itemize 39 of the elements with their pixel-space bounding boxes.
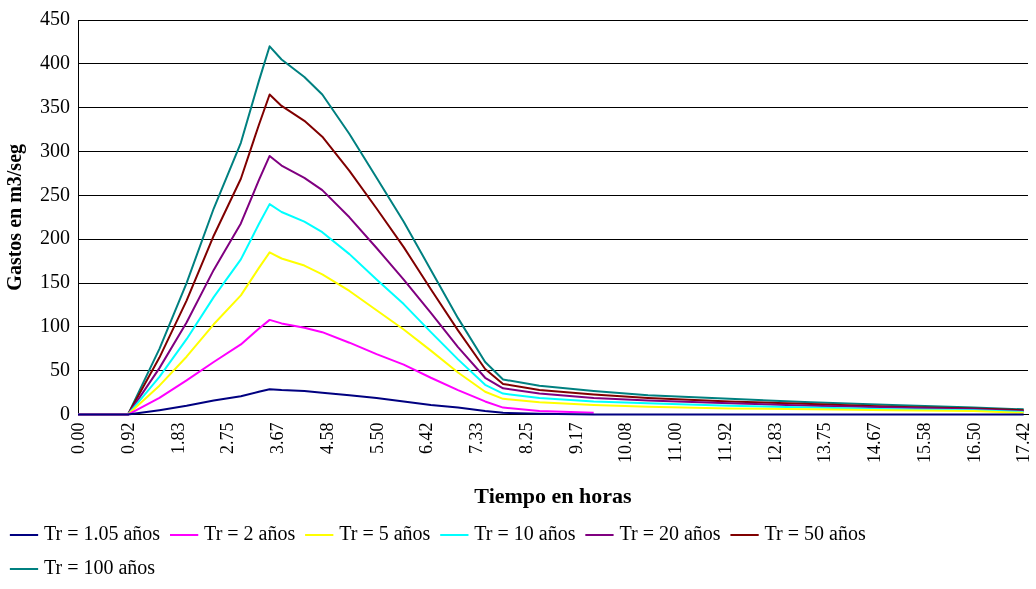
x-tick-label: 11.00 [665, 422, 686, 463]
x-tick-label: 12.83 [764, 422, 785, 464]
x-tick-label: 16.50 [963, 422, 984, 464]
y-tick-label: 200 [40, 226, 70, 249]
x-tick-label: 17.42 [1013, 422, 1034, 464]
y-tick-label: 450 [40, 7, 70, 30]
legend-label: Tr = 100 años [44, 556, 156, 579]
x-tick-label: 8.25 [515, 422, 536, 455]
y-tick-label: 300 [40, 138, 70, 161]
legend-label: Tr = 50 años [764, 522, 866, 545]
y-tick-label: 250 [40, 182, 70, 205]
x-tick-label: 6.42 [416, 422, 437, 455]
x-tick-label: 2.75 [217, 422, 238, 455]
y-tick-label: 50 [50, 358, 70, 381]
y-tick-label: 150 [40, 270, 70, 293]
x-tick-label: 0.92 [117, 422, 138, 455]
x-tick-label: 11.92 [714, 422, 735, 463]
legend-label: Tr = 10 años [474, 522, 576, 545]
x-tick-label: 9.17 [565, 422, 586, 455]
x-tick-label: 13.75 [814, 422, 835, 464]
x-axis-title: Tiempo en horas [474, 483, 633, 509]
x-tick-label: 10.08 [615, 422, 636, 464]
y-tick-label: 100 [40, 314, 70, 337]
legend-label: Tr = 20 años [619, 522, 721, 545]
x-tick-label: 4.58 [316, 422, 337, 455]
x-tick-label: 5.50 [366, 422, 387, 455]
x-tick-label: 3.67 [267, 422, 288, 455]
x-tick-label: 15.58 [913, 422, 934, 464]
y-tick-label: 350 [40, 94, 70, 117]
x-tick-label: 7.33 [466, 422, 487, 455]
x-tick-label: 1.83 [167, 422, 188, 455]
y-tick-label: 0 [60, 401, 70, 424]
legend-label: Tr = 5 años [339, 522, 431, 545]
legend-label: Tr = 1.05 años [44, 522, 161, 545]
x-tick-label: 0.00 [68, 422, 88, 455]
y-tick-label: 400 [40, 51, 70, 74]
y-axis-title: Gastos en m3/seg [3, 143, 27, 291]
x-tick-label: 14.67 [864, 422, 885, 464]
legend-label: Tr = 2 años [204, 522, 296, 545]
